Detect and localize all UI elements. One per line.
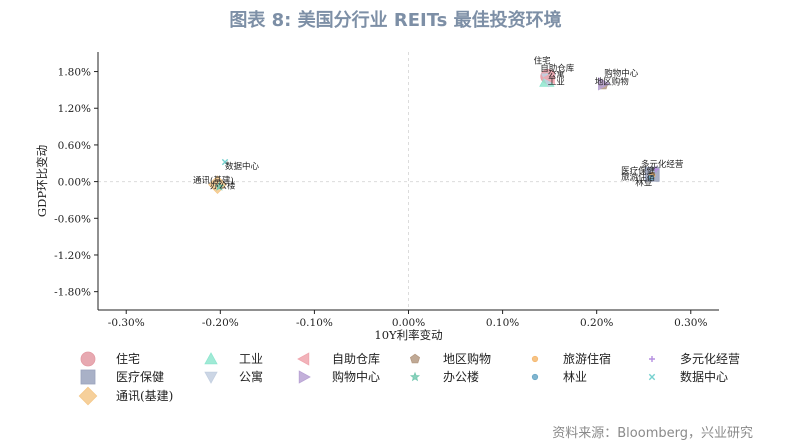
point-label: 林业 bbox=[635, 177, 652, 188]
legend-marker bbox=[204, 371, 218, 384]
y-tick-label: 0.00% bbox=[58, 177, 91, 189]
legend-item: 地区购物 bbox=[409, 351, 491, 366]
legend-marker bbox=[298, 370, 311, 384]
legend-item: 自助仓库 bbox=[297, 351, 380, 366]
point-label: 工业 bbox=[548, 76, 565, 87]
legend-marker bbox=[531, 355, 539, 363]
point-label: 住宅 bbox=[534, 56, 551, 67]
x-tick-label: -0.10% bbox=[296, 317, 333, 329]
y-tick-label: -1.20% bbox=[54, 250, 91, 262]
point-label: 自助仓库 bbox=[540, 63, 575, 74]
legend-label: 住宅 bbox=[116, 351, 140, 366]
point-label: 通讯(基建) bbox=[193, 175, 234, 186]
legend-label: 旅游住宿 bbox=[563, 351, 611, 366]
legend-item: 工业 bbox=[204, 352, 263, 366]
legend-marker bbox=[204, 352, 218, 365]
legend-item: 公寓 bbox=[204, 369, 263, 384]
x-tick-label: 0.20% bbox=[580, 317, 613, 329]
y-tick-label: -0.60% bbox=[54, 213, 91, 225]
point-多元化经营 bbox=[652, 166, 659, 173]
legend-item: 购物中心 bbox=[298, 369, 380, 384]
y-tick-label: 1.80% bbox=[58, 67, 91, 79]
legend-item: 住宅 bbox=[80, 351, 140, 367]
legend-label: 林业 bbox=[563, 370, 587, 384]
legend-label: 自助仓库 bbox=[332, 351, 380, 366]
legend-label: 地区购物 bbox=[443, 351, 491, 366]
legend-item: 办公楼 bbox=[409, 369, 479, 384]
legend-item: 数据中心 bbox=[648, 369, 728, 384]
reference-lines bbox=[98, 52, 719, 310]
point-label: 公寓 bbox=[548, 70, 565, 81]
point-label: 旅游住宿 bbox=[621, 172, 655, 183]
point-label: 医疗保健 bbox=[621, 166, 656, 177]
legend-label: 公寓 bbox=[239, 369, 263, 384]
point-label: 地区购物 bbox=[595, 76, 630, 87]
y-tick-label: 0.60% bbox=[58, 140, 91, 152]
x-tick-label: 0.00% bbox=[392, 317, 425, 329]
legend-marker bbox=[80, 369, 96, 385]
legend-marker bbox=[80, 351, 96, 367]
point-数据中心 bbox=[221, 158, 229, 166]
y-tick-label: 1.20% bbox=[58, 103, 91, 115]
legend-label: 工业 bbox=[239, 352, 263, 366]
y-axis-label: GDP环比变动 bbox=[35, 145, 49, 217]
point-林业 bbox=[648, 174, 655, 182]
legend-marker bbox=[297, 352, 310, 366]
point-自助仓库 bbox=[542, 70, 555, 85]
legend-label: 办公楼 bbox=[443, 369, 479, 384]
legend-label: 数据中心 bbox=[680, 369, 728, 384]
legend-item: 医疗保健 bbox=[80, 369, 164, 385]
data-points bbox=[208, 69, 660, 194]
legend-item: 多元化经营 bbox=[649, 352, 740, 366]
legend-label: 通讯(基建) bbox=[116, 389, 173, 403]
legend-marker bbox=[649, 356, 655, 362]
point-购物中心 bbox=[598, 77, 611, 91]
x-tick-label: 0.10% bbox=[486, 317, 519, 329]
x-tick-label: 0.30% bbox=[674, 317, 707, 329]
source-note: 资料来源：Bloomberg，兴业研究 bbox=[552, 426, 753, 441]
x-tick-label: -0.20% bbox=[202, 317, 239, 329]
chart-title: 图表 8: 美国分行业 REITs 最佳投资环境 bbox=[229, 10, 562, 31]
point-label: 办公楼 bbox=[210, 180, 236, 191]
x-tick-label: -0.30% bbox=[108, 317, 145, 329]
axes: -0.30% -0.20% -0.10% 0.00% 0.10% 0.20% 0.30% 1.… bbox=[35, 52, 719, 342]
legend-marker bbox=[409, 371, 421, 382]
legend-label: 医疗保健 bbox=[116, 370, 164, 384]
y-tick-label: -1.80% bbox=[54, 287, 91, 299]
legend-item: 旅游住宿 bbox=[531, 351, 611, 366]
legend-item: 通讯(基建) bbox=[78, 386, 173, 406]
legend-label: 多元化经营 bbox=[680, 352, 740, 366]
point-办公楼 bbox=[214, 181, 225, 191]
legend-marker bbox=[409, 353, 421, 364]
point-label: 数据中心 bbox=[225, 161, 260, 172]
legend-marker bbox=[78, 386, 98, 406]
legend-marker bbox=[648, 373, 656, 381]
x-axis-label: 10Y利率变动 bbox=[374, 328, 442, 342]
legend-label: 购物中心 bbox=[332, 369, 380, 384]
point-label: 多元化经营 bbox=[641, 159, 684, 170]
legend-item: 林业 bbox=[531, 370, 587, 384]
legend-marker bbox=[531, 373, 539, 381]
point-label: 购物中心 bbox=[604, 68, 639, 79]
